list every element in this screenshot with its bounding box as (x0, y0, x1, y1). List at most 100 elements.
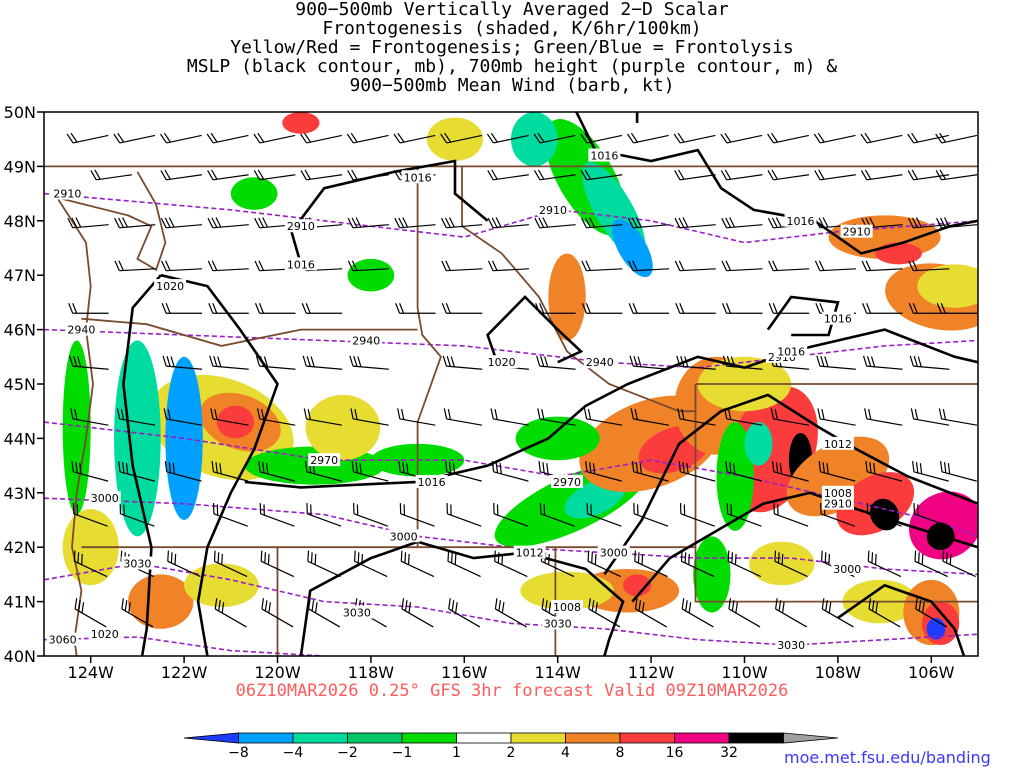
website-link[interactable]: moe.met.fsu.edu/banding (784, 748, 991, 767)
wind-barb (907, 132, 950, 144)
colorbar-swatch (783, 732, 839, 744)
wind-barb (347, 260, 389, 272)
wind-barb (935, 132, 978, 144)
wind-barb (768, 260, 810, 272)
lon-label: 112W (628, 663, 675, 682)
wind-barb (487, 260, 530, 272)
wind-barb (160, 217, 203, 229)
lat-label: 47N (4, 266, 36, 285)
wind-barb (860, 169, 903, 181)
wind-barb (395, 303, 436, 314)
wind-barb (631, 461, 669, 482)
wind-barb (350, 408, 389, 426)
title-line-2: Frontogenesis (shaded, K/6hr/100km) (322, 18, 702, 39)
wind-barb (676, 355, 716, 370)
wind-barb (867, 550, 902, 578)
wind-barb (393, 132, 436, 144)
wind-barb (447, 550, 481, 578)
state-borders (44, 165, 978, 656)
pressure-contour-label: 1020 (488, 356, 516, 369)
wind-barb (161, 260, 203, 272)
wind-barb (674, 169, 716, 181)
wind-barb (938, 408, 978, 426)
pressure-contour-label: 1016 (787, 215, 815, 228)
wind-barb (681, 598, 714, 628)
wind-barb (260, 550, 295, 578)
colorbar-tick-label: −1 (392, 745, 413, 761)
pressure-contour-label: 1016 (404, 171, 432, 184)
wind-barb (771, 461, 809, 482)
wind-barb (353, 550, 388, 578)
pressure-contour-label: 1012 (516, 547, 544, 560)
wind-barb (300, 132, 342, 144)
height-contour-label: 2970 (553, 476, 581, 489)
lon-label: 120W (254, 663, 301, 682)
wind-barb (935, 169, 978, 181)
wind-barb (942, 550, 976, 578)
wind-barb (73, 550, 108, 578)
wind-barb (935, 217, 978, 229)
wind-barb (629, 355, 670, 370)
wind-barb (74, 598, 107, 628)
colorbar-swatch (728, 732, 784, 744)
plot-title: 900−500mb Vertically Averaged 2−D Scalar… (0, 0, 1024, 95)
wind-barb (401, 598, 434, 628)
wind-barb (494, 598, 527, 628)
state-border (694, 384, 978, 603)
wind-barb (536, 355, 576, 370)
wind-barb (214, 598, 247, 628)
shade-region (917, 264, 978, 308)
wind-barb (400, 550, 435, 578)
wind-barb (494, 550, 528, 578)
colorbar-tick-label: 4 (561, 745, 570, 761)
wind-barb (728, 598, 761, 628)
lat-label: 48N (4, 212, 36, 231)
lat-label: 44N (4, 429, 36, 448)
height-contour-label: 3060 (49, 634, 77, 647)
wind-barb (253, 169, 296, 181)
wind-barb (767, 169, 810, 181)
wind-barb (581, 217, 623, 229)
contour-labels: 2910291029102910291029102940294029402970… (46, 148, 873, 652)
wind-barb (258, 461, 296, 482)
wind-barb (347, 169, 389, 181)
colorbar-tick-label: 16 (666, 745, 684, 761)
wind-barb (259, 503, 295, 527)
colorbar-tick-label: −2 (337, 745, 358, 761)
wind-barb (580, 169, 623, 181)
colorbar-swatch (238, 732, 294, 744)
wind-barb (537, 408, 576, 426)
wind-barb (448, 598, 481, 628)
colorbar-tick-label: −8 (228, 745, 249, 761)
wind-barb (441, 303, 483, 314)
height-contour-label: 2940 (352, 334, 380, 347)
wind-barb (121, 598, 154, 628)
wind-barb (634, 598, 667, 628)
lon-label: 116W (441, 663, 488, 682)
wind-barb (814, 260, 856, 272)
height-contour-label: 2910 (824, 498, 852, 511)
lon-label: 124W (68, 663, 115, 682)
state-border (416, 166, 442, 548)
wind-barb (446, 503, 482, 527)
wind-barb (119, 503, 155, 527)
wind-barb (207, 260, 249, 272)
wind-barb (163, 408, 202, 426)
wind-barb (69, 355, 109, 370)
wind-barb (445, 461, 482, 482)
wind-barb (306, 503, 342, 527)
wind-barb (487, 169, 529, 181)
wind-barb (113, 132, 156, 144)
wind-barb (71, 461, 109, 482)
colorbar: −8 −4 −2 −1 1 2 4 8 16 32 (183, 732, 839, 761)
wind-barb (490, 408, 529, 426)
colorbar-swatch (510, 732, 566, 744)
wind-barb (114, 217, 156, 229)
wind-barb (868, 598, 901, 628)
title-line-4: MSLP (black contour, mb), 700mb height (… (186, 56, 838, 77)
height-contour-label: 3030 (777, 639, 805, 652)
wind-barb (768, 303, 810, 314)
wind-barb (862, 303, 903, 314)
wind-barb (721, 217, 763, 229)
